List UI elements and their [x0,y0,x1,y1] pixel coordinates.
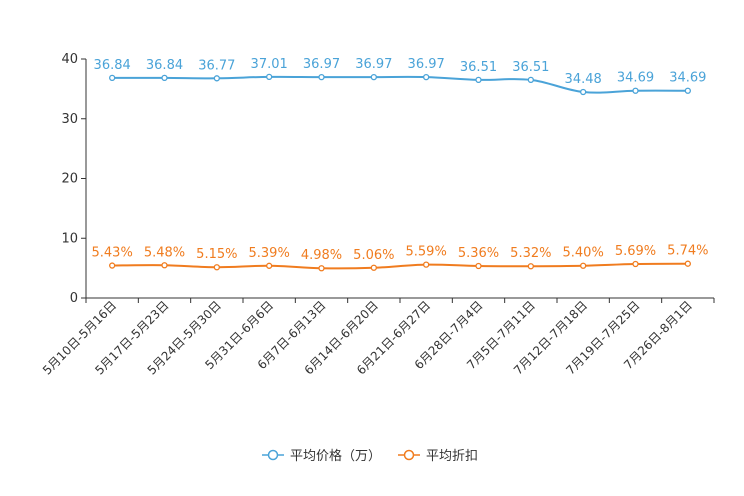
data-point [318,265,325,272]
data-point [684,87,691,94]
data-point [213,75,220,82]
legend-marker-icon [267,449,279,461]
axes: 0102030405月10日-5月16日5月17日-5月23日5月24日-5月3… [40,52,715,378]
series-line [112,75,688,94]
data-label: 34.69 [669,71,706,86]
data-point [423,261,430,268]
data-point [161,74,168,82]
legend-label: 平均折扣 [426,449,478,464]
y-tick-label: 20 [61,172,78,187]
data-label: 36.51 [512,60,549,75]
data-point [423,73,430,81]
data-label: 34.48 [565,72,602,87]
data-label: 37.01 [251,57,288,72]
data-label: 36.84 [146,58,183,73]
data-label: 5.43% [92,246,133,261]
data-label: 5.36% [458,246,499,261]
legend-marker-icon [403,449,415,461]
data-point [266,73,273,81]
y-tick-label: 30 [61,112,78,127]
y-tick-label: 0 [70,291,78,306]
series-line [112,262,688,270]
data-point [475,262,482,270]
data-label: 5.48% [144,245,185,260]
data-point [580,262,587,269]
data-point [370,73,377,81]
series-2: 5.43% 5.48% 5.15% 5.39% 4.98% 5.06% 5.59% 5.36%… [92,244,708,272]
data-point [318,73,325,81]
data-point [632,87,639,94]
data-point [109,74,116,82]
data-point [161,262,168,269]
data-point [684,260,691,267]
data-label: 36.97 [355,57,392,72]
data-label: 5.06% [353,248,394,263]
data-label: 5.69% [615,244,656,259]
data-label: 5.74% [667,244,708,259]
data-label: 4.98% [301,248,342,263]
data-label: 36.84 [94,58,131,73]
y-tick-label: 40 [61,52,78,67]
data-point [370,264,377,271]
data-point [580,88,587,96]
data-point [527,263,534,270]
data-label: 5.32% [510,246,551,261]
legend-item-2[interactable]: 平均折扣 [398,449,478,464]
data-label: 36.77 [198,58,235,73]
data-point [632,260,639,268]
legend-item-1[interactable]: 平均价格（万） [262,448,381,464]
series-layer: 36.84 36.84 36.77 37.01 36.97 36.97 36.97 36.51… [92,57,708,272]
data-point [527,76,534,84]
data-label: 5.40% [563,246,604,261]
data-label: 5.59% [406,245,447,260]
legend-label: 平均价格（万） [290,448,381,464]
series-1: 36.84 36.84 36.77 37.01 36.97 36.97 36.97 36.51… [94,57,706,96]
data-label: 36.97 [408,57,445,72]
data-point [213,264,220,271]
data-label: 34.69 [617,71,654,86]
data-label: 36.51 [460,60,497,75]
data-label: 36.97 [303,57,340,72]
data-point [109,262,116,269]
data-point [266,262,273,269]
data-label: 5.15% [196,247,237,262]
y-tick-label: 10 [61,231,78,246]
legend[interactable]: 平均价格（万） 平均折扣 [262,448,478,464]
data-label: 5.39% [249,246,290,261]
data-point [475,76,482,84]
